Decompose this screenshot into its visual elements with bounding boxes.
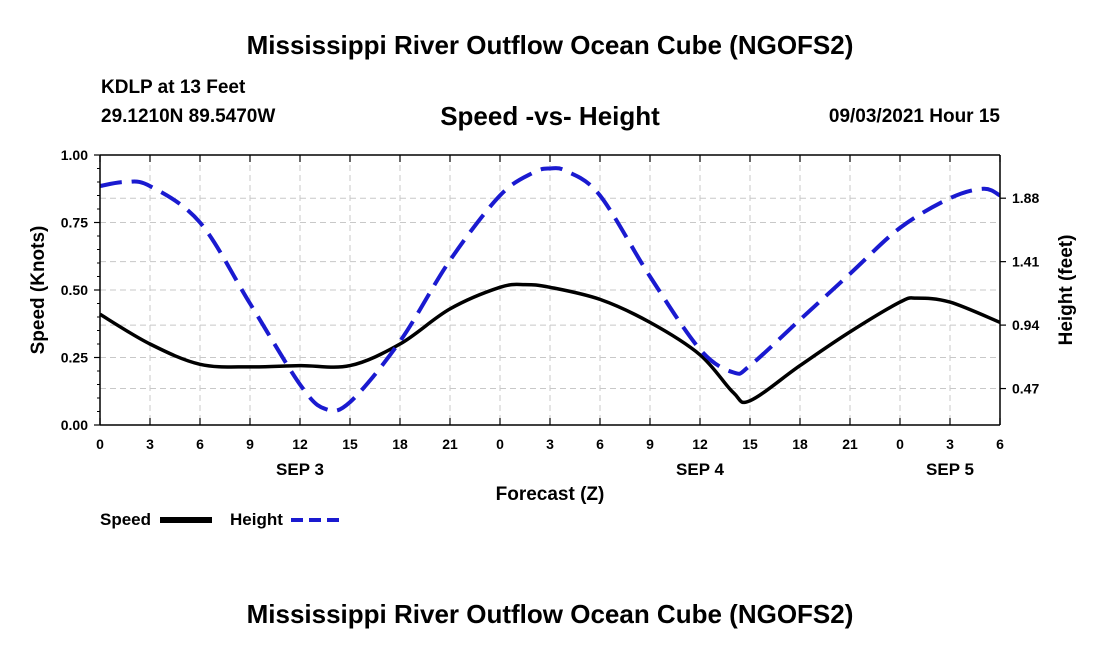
series-lines — [99, 166, 1001, 413]
y-tick-label-4: 1.00 — [61, 147, 88, 163]
station-label: KDLP at 13 Feet — [101, 77, 246, 98]
y2-tick-label-0: 0.47 — [1012, 381, 1039, 397]
x-tick-label-18: 6 — [996, 436, 1004, 452]
day-label-1: SEP 4 — [676, 460, 724, 479]
axis-labels: Forecast (Z) Speed (Knots) Height (feet) — [28, 226, 1077, 505]
x-tick-label-10: 6 — [596, 436, 604, 452]
x-tick-label-13: 15 — [742, 436, 758, 452]
x-tick-label-14: 18 — [792, 436, 808, 452]
x-tick-label-1: 3 — [146, 436, 154, 452]
y-tick-label-1: 0.25 — [61, 350, 88, 366]
x-tick-label-3: 9 — [246, 436, 254, 452]
x-tick-label-4: 12 — [292, 436, 308, 452]
x-tick-label-17: 3 — [946, 436, 954, 452]
x-tick-label-5: 15 — [342, 436, 358, 452]
legend: Speed Height — [100, 510, 343, 529]
x-tick-label-15: 21 — [842, 436, 858, 452]
x-tick-label-7: 21 — [442, 436, 458, 452]
x-tick-label-2: 6 — [196, 436, 204, 452]
day-label-0: SEP 3 — [276, 460, 324, 479]
x-axis-title: Forecast (Z) — [496, 484, 605, 505]
x-tick-label-16: 0 — [896, 436, 904, 452]
x-tick-label-6: 18 — [392, 436, 408, 452]
x-tick-label-8: 0 — [496, 436, 504, 452]
x-tick-label-11: 9 — [646, 436, 654, 452]
x-tick-label-9: 3 — [546, 436, 554, 452]
y2-tick-label-1: 0.94 — [1012, 317, 1039, 333]
y2-tick-label-3: 1.88 — [1012, 190, 1039, 206]
y2-axis-title: Height (feet) — [1056, 235, 1077, 346]
y2-tick-label-2: 1.41 — [1012, 254, 1039, 270]
y-axis-title: Speed (Knots) — [28, 226, 49, 355]
chart-title: Mississippi River Outflow Ocean Cube (NG… — [246, 30, 854, 60]
legend-speed-label: Speed — [100, 510, 151, 529]
y-tick-label-0: 0.00 — [61, 417, 88, 433]
x-tick-label-12: 12 — [692, 436, 708, 452]
grid-lines — [100, 155, 1000, 425]
axes: 0 3 6 9 12 15 18 21 0 3 6 9 12 15 18 21 0 3 6 SEP 3 SEP 4 SEP… — [61, 147, 1040, 479]
legend-height-label: Height — [230, 510, 283, 529]
footer-title: Mississippi River Outflow Ocean Cube (NG… — [246, 599, 854, 629]
series-line-speed — [99, 282, 1001, 405]
y-tick-label-2: 0.50 — [61, 282, 88, 298]
chart-subtitle: Speed -vs- Height — [440, 101, 660, 131]
y-tick-label-3: 0.75 — [61, 215, 88, 231]
x-tick-label-0: 0 — [96, 436, 104, 452]
forecast-datetime: 09/03/2021 Hour 15 — [828, 106, 1000, 127]
day-label-2: SEP 5 — [926, 460, 974, 479]
station-coordinates: 29.1210N 89.5470W — [101, 106, 276, 127]
series-line-height — [99, 166, 1001, 413]
